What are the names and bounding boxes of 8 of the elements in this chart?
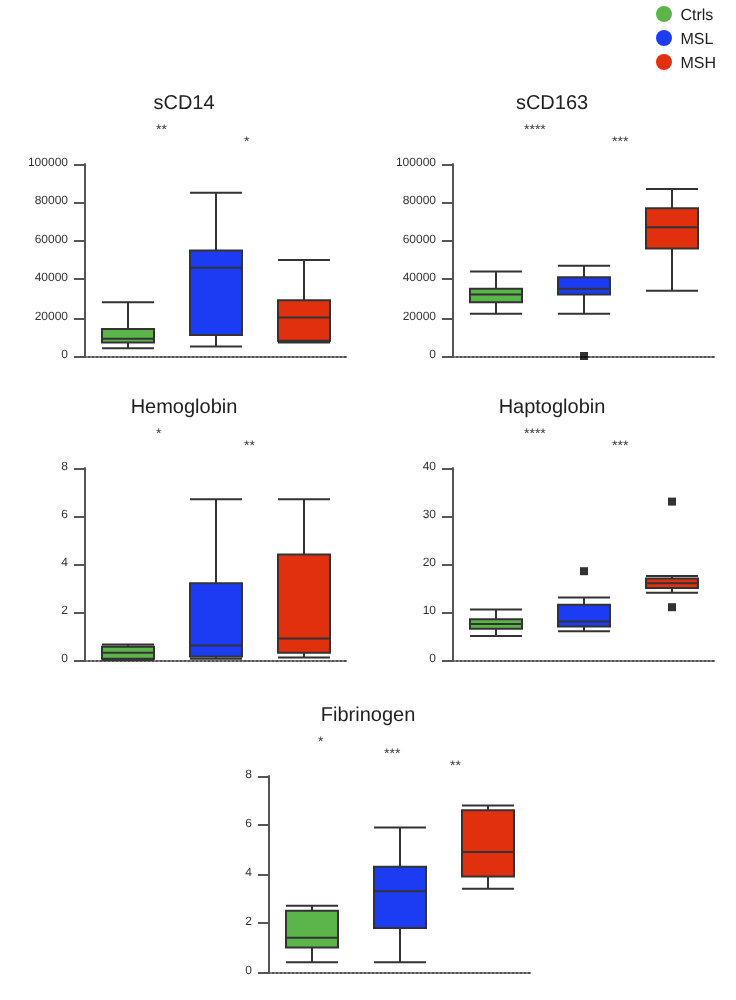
legend-label: MSL (678, 28, 716, 52)
chart-title: Haptoglobin (498, 397, 606, 419)
legend-label: Ctrls (678, 4, 716, 28)
chart-title: Fibrinogen (320, 705, 416, 727)
legend-label: MSH (678, 52, 716, 76)
chart-title: Hemoglobin (130, 397, 238, 419)
chart-title: sCD14 (153, 93, 216, 115)
chart-title: sCD163 (515, 93, 589, 115)
